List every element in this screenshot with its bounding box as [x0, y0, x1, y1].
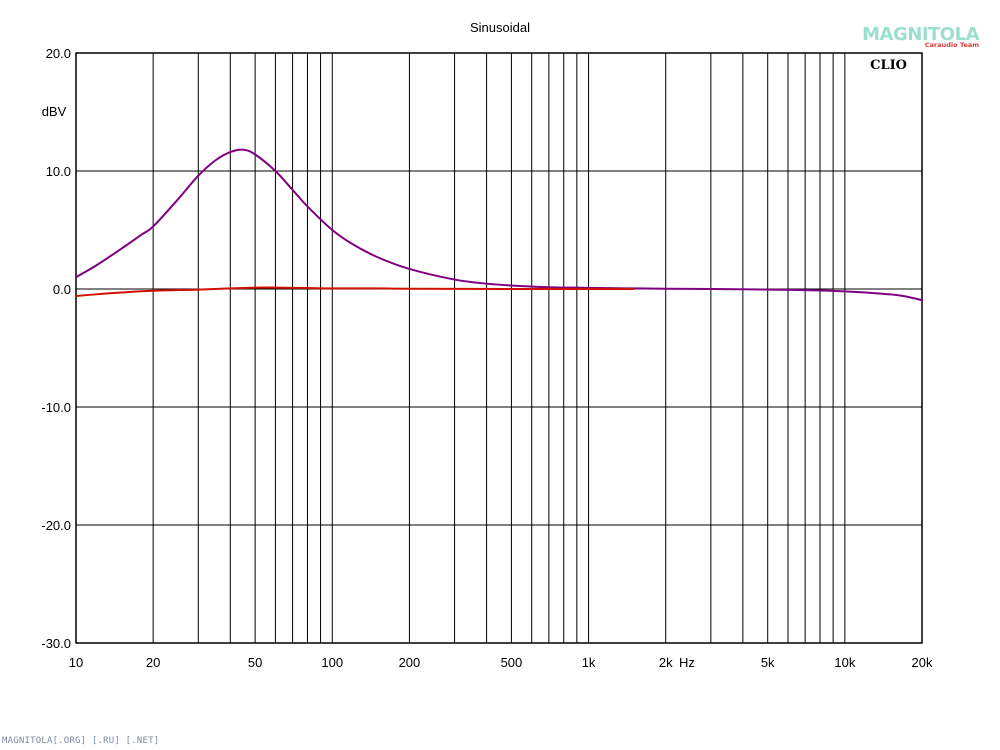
x-tick-label: 200	[399, 655, 421, 670]
x-axis-unit-label: Hz	[679, 655, 695, 670]
footer-text: MAGNITOLA[.ORG] [.RU] [.NET]	[2, 736, 160, 746]
x-tick-label: 500	[501, 655, 523, 670]
y-axis-ticks: 20.0 10.0 0.0 -10.0 -20.0 -30.0	[41, 46, 71, 651]
x-tick-label: 10	[69, 655, 83, 670]
y-tick-label: 20.0	[46, 46, 71, 61]
clio-watermark: CLIO	[870, 58, 907, 73]
x-tick-label: 50	[248, 655, 262, 670]
x-tick-label: 20	[146, 655, 160, 670]
x-tick-label: 2k	[659, 655, 673, 670]
magnitola-logo: MAGNITOLA Caraudio Team	[862, 24, 980, 49]
y-tick-label: -10.0	[41, 400, 71, 415]
x-axis-ticks: 10 20 50 100 200 500 1k 2k 5k 10k 20k	[69, 655, 933, 670]
series-line-2	[75, 286, 635, 298]
x-tick-label: 10k	[834, 655, 855, 670]
y-tick-label: 0.0	[53, 282, 71, 297]
y-tick-label: -30.0	[41, 636, 71, 651]
logo-subtext: Caraudio Team	[925, 41, 979, 49]
chart-title: Sinusoidal	[470, 20, 530, 35]
x-tick-label: 1k	[582, 655, 596, 670]
x-tick-label: 5k	[761, 655, 775, 670]
x-tick-label: 100	[321, 655, 343, 670]
y-tick-label: -20.0	[41, 518, 71, 533]
y-tick-label: 10.0	[46, 164, 71, 179]
plot-frame	[75, 52, 923, 644]
y-axis-unit-label: dBV	[42, 104, 67, 119]
series-group	[75, 148, 923, 302]
x-tick-label: 20k	[912, 655, 933, 670]
series-line-1	[75, 148, 923, 302]
logo-text: MAGNITOLA	[862, 24, 979, 45]
